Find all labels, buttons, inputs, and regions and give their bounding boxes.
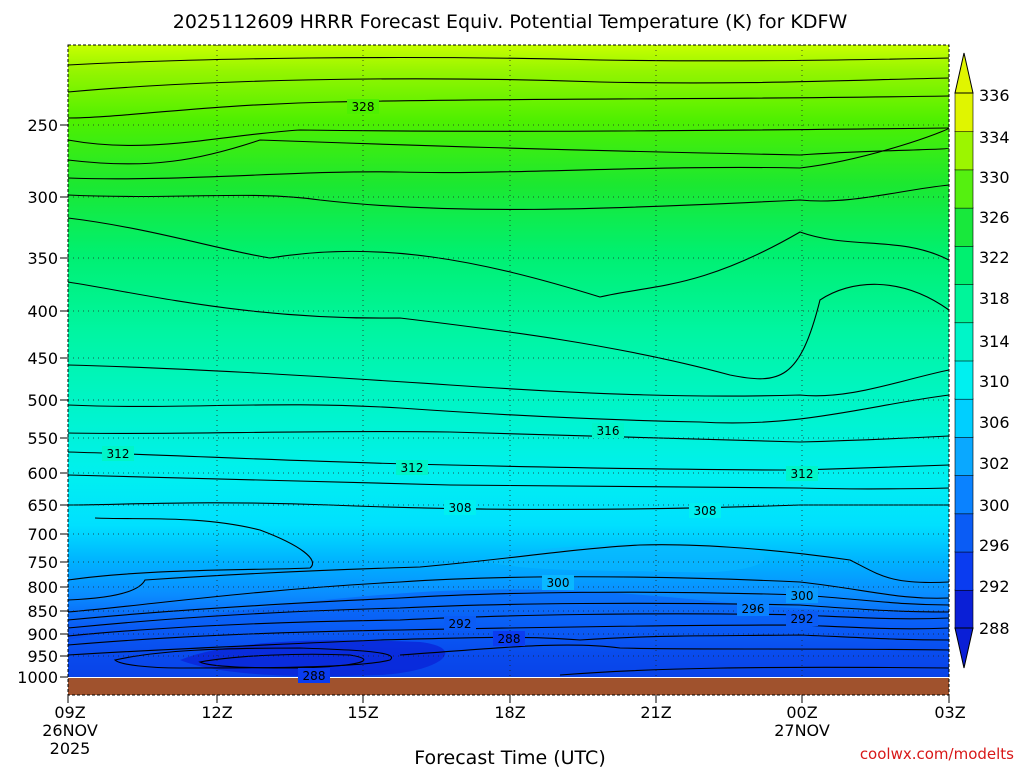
y-tick-label: 450	[27, 349, 58, 368]
colorbar-label: 296	[979, 536, 1010, 555]
contour-label: 312	[791, 467, 814, 481]
y-tick-label: 550	[27, 429, 58, 448]
x-tick-label: 21Z	[640, 703, 671, 722]
y-tick-label: 250	[27, 116, 58, 135]
contour-label: 308	[694, 504, 717, 518]
colorbar-top-arrow	[954, 52, 974, 94]
x-tick-label: 12Z	[201, 703, 232, 722]
plot-area: 328 316 312 312 312 308 308 300 300 296 …	[17, 44, 1014, 768]
y-tick-label: 700	[27, 525, 58, 544]
colorbar-label: 288	[979, 619, 1010, 638]
x-tick-label: 15Z	[347, 703, 378, 722]
y-tick-label: 800	[27, 578, 58, 597]
colorbar-label: 302	[979, 454, 1010, 473]
colorbar-label: 300	[979, 496, 1010, 515]
y-tick-label: 500	[27, 391, 58, 410]
colorbar-swatch	[954, 436, 974, 476]
y-tick-label: 400	[27, 302, 58, 321]
contour-label: 292	[449, 617, 472, 631]
contour-label: 292	[791, 612, 814, 626]
colorbar-label: 336	[979, 86, 1010, 105]
contour-label: 296	[742, 602, 765, 616]
y-tick-label: 1000	[17, 668, 58, 687]
colorbar-swatch	[954, 92, 974, 133]
y-tick-label: 650	[27, 496, 58, 515]
colorbar-swatch	[954, 169, 974, 209]
credit-label: coolwx.com/modelts	[860, 745, 1014, 763]
colorbar-swatch	[954, 130, 974, 171]
x-tick-label: 00Z	[786, 703, 817, 722]
contour-label: 288	[498, 632, 521, 646]
contour-label: 300	[791, 589, 814, 603]
y-tick-label: 600	[27, 464, 58, 483]
colorbar-label: 310	[979, 372, 1010, 391]
colorbar-swatch	[954, 360, 974, 400]
y-tick-label: 850	[27, 602, 58, 621]
colorbar-swatch	[954, 398, 974, 438]
colorbar-swatch	[954, 474, 974, 515]
contour-label: 316	[597, 424, 620, 438]
colorbar-label: 330	[979, 168, 1010, 187]
colorbar-label: 326	[979, 208, 1010, 227]
colorbar-label: 318	[979, 289, 1010, 308]
colorbar-swatches	[954, 92, 974, 629]
contour-label: 328	[352, 100, 375, 114]
x-tick-label: 09Z	[54, 703, 85, 722]
y-tick-label: 300	[27, 188, 58, 207]
colorbar-swatch	[954, 321, 974, 362]
y-tick-label: 900	[27, 625, 58, 644]
y-tick-label: 350	[27, 249, 58, 268]
colorbar-swatch	[954, 245, 974, 285]
x-axis-label: Forecast Time (UTC)	[414, 747, 605, 768]
y-tick-label: 950	[27, 647, 58, 666]
contour-label: 300	[547, 576, 570, 590]
colorbar-swatch	[954, 551, 974, 591]
colorbar-label: 322	[979, 248, 1010, 267]
contour-label-group: 328 316 312 312 312 308 308 300 300 296 …	[102, 99, 818, 683]
x-date-label: 2025	[50, 739, 91, 758]
contour-label: 312	[401, 461, 424, 475]
y-axis: 250 300 350 400 450 500 550 600 650 700 …	[17, 116, 68, 687]
contour-label: 308	[449, 501, 472, 515]
x-tick-label: 18Z	[494, 703, 525, 722]
ground-strip	[68, 678, 949, 695]
y-tick-label: 750	[27, 553, 58, 572]
colorbar-label: 334	[979, 128, 1010, 147]
contour-label: 312	[107, 447, 130, 461]
contour-label: 288	[303, 669, 326, 683]
cyan-pocket	[480, 544, 765, 573]
colorbar-label: 306	[979, 413, 1010, 432]
colorbar: 336 334 330 326 322 318 314 310 306 302 …	[954, 52, 1010, 669]
colorbar-label: 314	[979, 332, 1010, 351]
x-tick-label: 03Z	[934, 703, 965, 722]
x-axis: 09Z 12Z 15Z 18Z 21Z 00Z 03Z 26NOV 2025 2…	[42, 695, 966, 758]
colorbar-swatch	[954, 513, 974, 553]
theta-e-field	[68, 45, 949, 677]
chart-title: 2025112609 HRRR Forecast Equiv. Potentia…	[173, 11, 848, 33]
colorbar-swatch	[954, 207, 974, 247]
colorbar-label: 292	[979, 577, 1010, 596]
colorbar-swatch	[954, 283, 974, 324]
x-date-label: 26NOV	[42, 721, 98, 740]
x-date-label: 27NOV	[774, 721, 830, 740]
plot-frame	[67, 44, 950, 696]
colorbar-bottom-arrow	[954, 627, 974, 669]
colorbar-swatch	[954, 589, 974, 629]
